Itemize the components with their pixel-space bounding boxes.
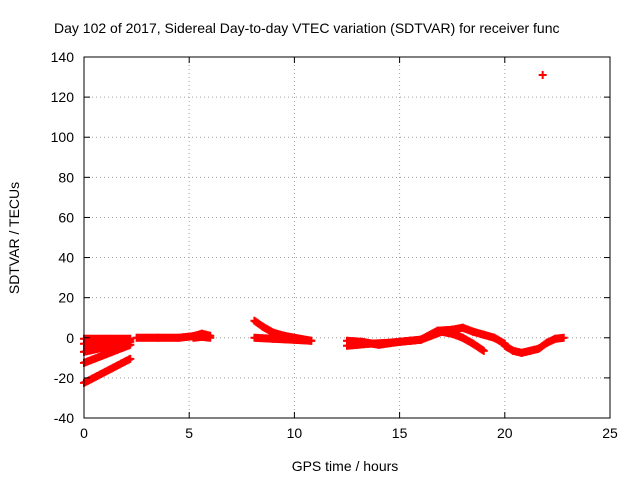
y-tick-label: 40: [58, 250, 74, 266]
x-tick-label: 5: [185, 425, 193, 441]
data-point-ramp-d: [126, 335, 135, 344]
data-layer: [80, 71, 568, 387]
x-tick-label: 0: [80, 425, 88, 441]
axis-layer: 0 5 10 15 20 25 -40 -20 0 20 40 60 80 100 120 140: [51, 49, 618, 441]
data-point-seg-20-22.8: [559, 333, 568, 342]
x-tick-label: 25: [602, 425, 618, 441]
x-tick-label: 10: [287, 425, 303, 441]
x-tick-label: 15: [392, 425, 408, 441]
y-tick-label: 140: [51, 49, 75, 65]
data-point-seg-2.5-6b: [206, 333, 215, 342]
y-tick-label: 60: [58, 209, 74, 225]
y-tick-label: 0: [66, 330, 74, 346]
data-point-outlier: [538, 71, 547, 80]
y-axis-label: SDTVAR / TECUs: [6, 182, 22, 294]
y-tick-label: -40: [54, 410, 74, 426]
y-tick-label: 100: [51, 129, 75, 145]
grid-layer: [84, 57, 610, 418]
x-tick-label: 20: [497, 425, 513, 441]
data-point-ramp-a: [126, 354, 135, 363]
data-point-seg-8-10.8-lower: [307, 336, 316, 345]
y-tick-label: 20: [58, 290, 74, 306]
y-tick-label: 120: [51, 89, 75, 105]
y-tick-label: 80: [58, 169, 74, 185]
chart-title: Day 102 of 2017, Sidereal Day-to-day VTE…: [54, 20, 560, 36]
plot-frame: [83, 56, 611, 419]
y-tick-label: -20: [54, 370, 74, 386]
x-axis-label: GPS time / hours: [292, 458, 399, 474]
data-point-seg-12.5-19-lower: [479, 346, 488, 355]
